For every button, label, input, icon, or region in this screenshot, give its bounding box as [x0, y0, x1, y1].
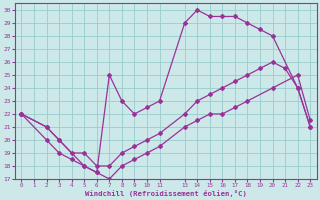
X-axis label: Windchill (Refroidissement éolien,°C): Windchill (Refroidissement éolien,°C) [85, 190, 247, 197]
